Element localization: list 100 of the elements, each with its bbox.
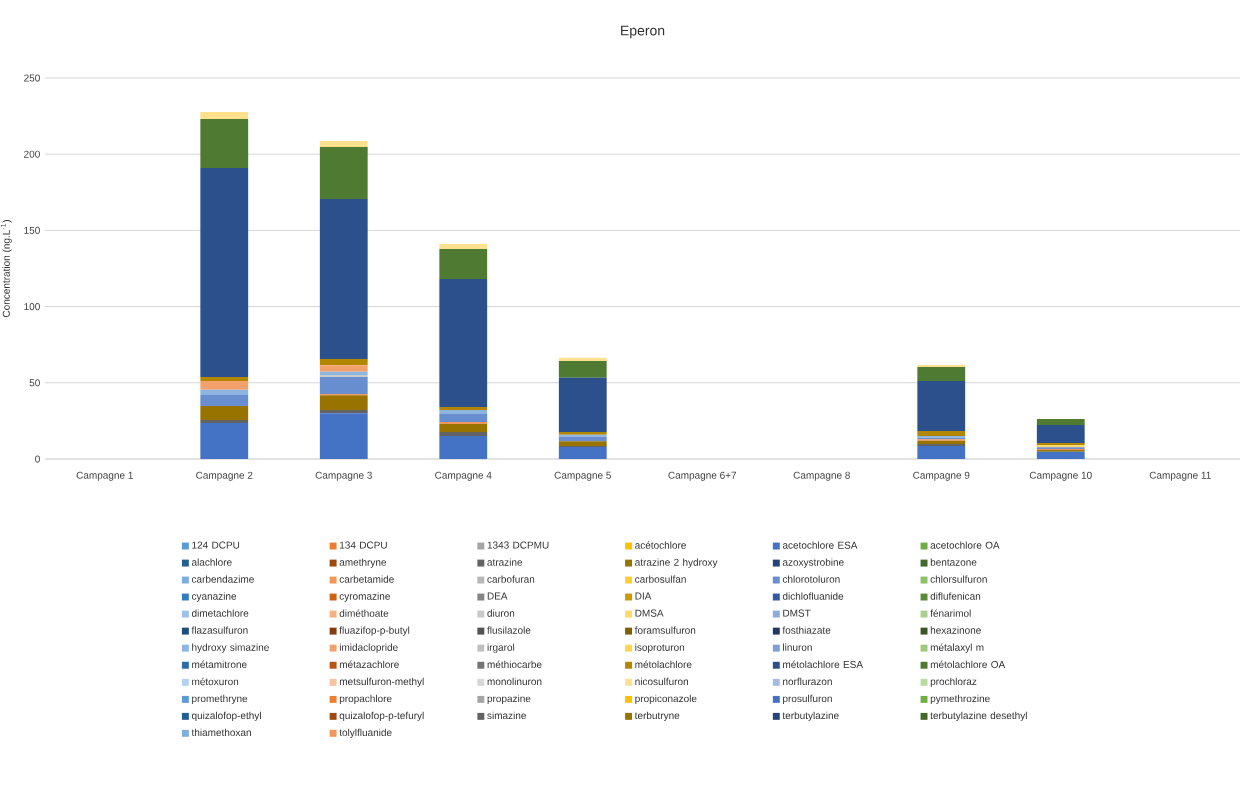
- bar: [917, 440, 966, 445]
- bar: [200, 394, 249, 406]
- legend-label: acetochlore ESA: [782, 541, 858, 549]
- bar: [319, 413, 368, 459]
- x-tick-label: Campagne 10: [1029, 471, 1092, 481]
- legend-label: 1343 DCPMU: [487, 541, 549, 549]
- legend-label: atrazine 2 hydroxy: [635, 558, 718, 568]
- x-tick-label: Campagne 9: [913, 471, 970, 481]
- legend-label: diuron: [487, 609, 515, 617]
- bar: [917, 430, 966, 436]
- x-tick-label: Campagne 5: [554, 471, 611, 481]
- y-tick-label: 150: [24, 226, 40, 234]
- legend-label: prosulfuron: [783, 694, 832, 705]
- bar: [200, 167, 249, 377]
- legend-label: DIA: [635, 592, 652, 600]
- legend-label: métazachlore: [339, 660, 399, 669]
- legend-label: metsulfuron-methyl: [339, 677, 424, 688]
- legend-label: métolachlore ESA: [783, 660, 863, 669]
- legend-label: propazine: [487, 694, 531, 705]
- legend-label: quizalofop-ethyl: [191, 711, 261, 722]
- legend-label: terbutylazine: [782, 711, 839, 722]
- legend-label: acétochlore: [635, 541, 686, 549]
- bar: [439, 248, 488, 280]
- legend-label: monolinuron: [487, 677, 542, 686]
- legend-label: imidaclopride: [339, 643, 398, 653]
- legend-label: propiconazole: [635, 694, 697, 705]
- bar: [200, 423, 249, 459]
- bar: [1036, 419, 1085, 425]
- legend-label: alachlore: [191, 558, 232, 566]
- bar: [319, 371, 368, 376]
- legend-label: tolylfluanide: [339, 728, 392, 739]
- bar: [439, 432, 488, 436]
- legend-label: hexazinone: [930, 626, 981, 634]
- bar: [200, 377, 249, 381]
- legend-label: carbendazime: [191, 575, 254, 583]
- y-axis-title: Concentration (ng.L$^{-1}$): [0, 220, 12, 318]
- bar: [319, 147, 368, 199]
- legend-label: carbosulfan: [635, 575, 686, 583]
- bar: [558, 377, 607, 433]
- bar: [439, 407, 488, 410]
- bar: [1036, 451, 1085, 459]
- bar: [200, 405, 249, 420]
- legend-label: terbutylazine desethyl: [930, 711, 1027, 722]
- bar: [558, 441, 607, 446]
- legend-label: DEA: [487, 592, 508, 600]
- bar: [917, 366, 966, 381]
- legend-label: terbutryne: [634, 711, 680, 722]
- bar: [439, 423, 488, 433]
- bar: [200, 111, 249, 119]
- legend-label: cyromazine: [339, 592, 390, 602]
- bar: [319, 409, 368, 414]
- bar: [200, 118, 249, 168]
- legend-label: irgarol: [487, 643, 515, 653]
- legend-label: 134 DCPU: [340, 541, 387, 549]
- x-tick-label: Campagne 6+7: [668, 471, 737, 481]
- bar: [439, 279, 488, 408]
- bar: [917, 380, 966, 431]
- legend-label: métoxuron: [192, 677, 239, 686]
- y-tick-label: 50: [29, 379, 40, 387]
- legend-label: carbofuran: [487, 575, 535, 583]
- x-tick-label: Campagne 3: [315, 471, 372, 481]
- x-tick-label: Campagne 4: [435, 471, 492, 481]
- legend-label: thiamethoxan: [191, 728, 251, 737]
- legend-label: pymethrozine: [930, 694, 990, 705]
- chart-title: Eperon: [621, 25, 665, 39]
- bar: [200, 380, 249, 390]
- bar: [319, 395, 368, 410]
- x-tick-label: Campagne 1: [76, 471, 133, 481]
- legend-label: fluazifop-p-butyl: [339, 626, 410, 636]
- legend-label: métolachlore: [635, 660, 692, 669]
- legend-label: atrazine: [487, 558, 523, 566]
- legend-label: simazine: [487, 711, 526, 720]
- legend-label: métolachlore OA: [930, 660, 1006, 669]
- legend-label: promethryne: [192, 694, 248, 705]
- legend-label: isoproturon: [635, 643, 685, 653]
- legend-label: diflufenican: [930, 592, 981, 600]
- x-tick-label: Campagne 2: [196, 471, 253, 481]
- legend-label: hydroxy simazine: [192, 643, 269, 653]
- legend-label: bentazone: [930, 558, 977, 566]
- bar: [200, 419, 249, 424]
- bar: [319, 140, 368, 148]
- bar: [319, 359, 368, 366]
- bar: [558, 357, 607, 361]
- legend-label: fénarimol: [930, 609, 971, 617]
- legend-label: linuron: [783, 643, 812, 651]
- legend-label: dimetachlore: [191, 609, 249, 617]
- bar: [439, 435, 488, 459]
- legend-label: azoxystrobine: [782, 558, 844, 568]
- bar: [917, 446, 966, 459]
- bar: [558, 361, 607, 378]
- bar: [200, 389, 249, 395]
- legend-label: métalaxyl m: [930, 643, 984, 653]
- legend-label: prochloraz: [930, 677, 977, 688]
- y-tick-label: 250: [24, 74, 40, 82]
- x-tick-label: Campagne 11: [1149, 471, 1211, 481]
- legend-label: cyanazine: [191, 592, 237, 602]
- legend-label: diméthoate: [339, 609, 389, 617]
- y-tick-label: 0: [35, 455, 40, 463]
- bar: [319, 377, 368, 394]
- legend-label: 124 DCPU: [192, 541, 240, 549]
